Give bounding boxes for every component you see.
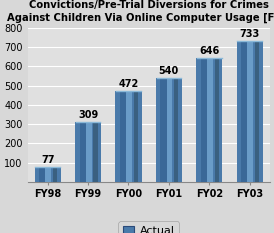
Title: Convictions/Pre-Trial Diversions for Crimes
Against Children Via Online Computer: Convictions/Pre-Trial Diversions for Cri… xyxy=(7,0,274,23)
Bar xyxy=(45,167,51,182)
Text: 472: 472 xyxy=(118,79,139,89)
Bar xyxy=(196,58,222,182)
Bar xyxy=(207,58,213,182)
Bar xyxy=(120,91,127,182)
Bar xyxy=(126,91,132,182)
Bar xyxy=(93,122,98,182)
Bar xyxy=(241,41,249,182)
Bar xyxy=(115,91,142,182)
Bar xyxy=(255,41,259,182)
Bar xyxy=(35,167,61,182)
Text: 309: 309 xyxy=(78,110,98,120)
Bar xyxy=(134,91,138,182)
Bar xyxy=(53,167,57,182)
Bar xyxy=(201,58,208,182)
Bar xyxy=(39,167,47,182)
Bar xyxy=(75,122,101,182)
Bar xyxy=(86,122,92,182)
Bar xyxy=(167,78,172,182)
Bar xyxy=(80,122,87,182)
Text: 733: 733 xyxy=(239,29,260,39)
Bar xyxy=(215,58,219,182)
Bar xyxy=(174,78,178,182)
Text: 77: 77 xyxy=(41,155,55,165)
Bar xyxy=(156,78,182,182)
Bar xyxy=(161,78,168,182)
Text: 646: 646 xyxy=(199,46,219,56)
Legend: Actual: Actual xyxy=(118,221,179,233)
Text: 540: 540 xyxy=(159,66,179,76)
Bar xyxy=(247,41,253,182)
Bar xyxy=(236,41,263,182)
